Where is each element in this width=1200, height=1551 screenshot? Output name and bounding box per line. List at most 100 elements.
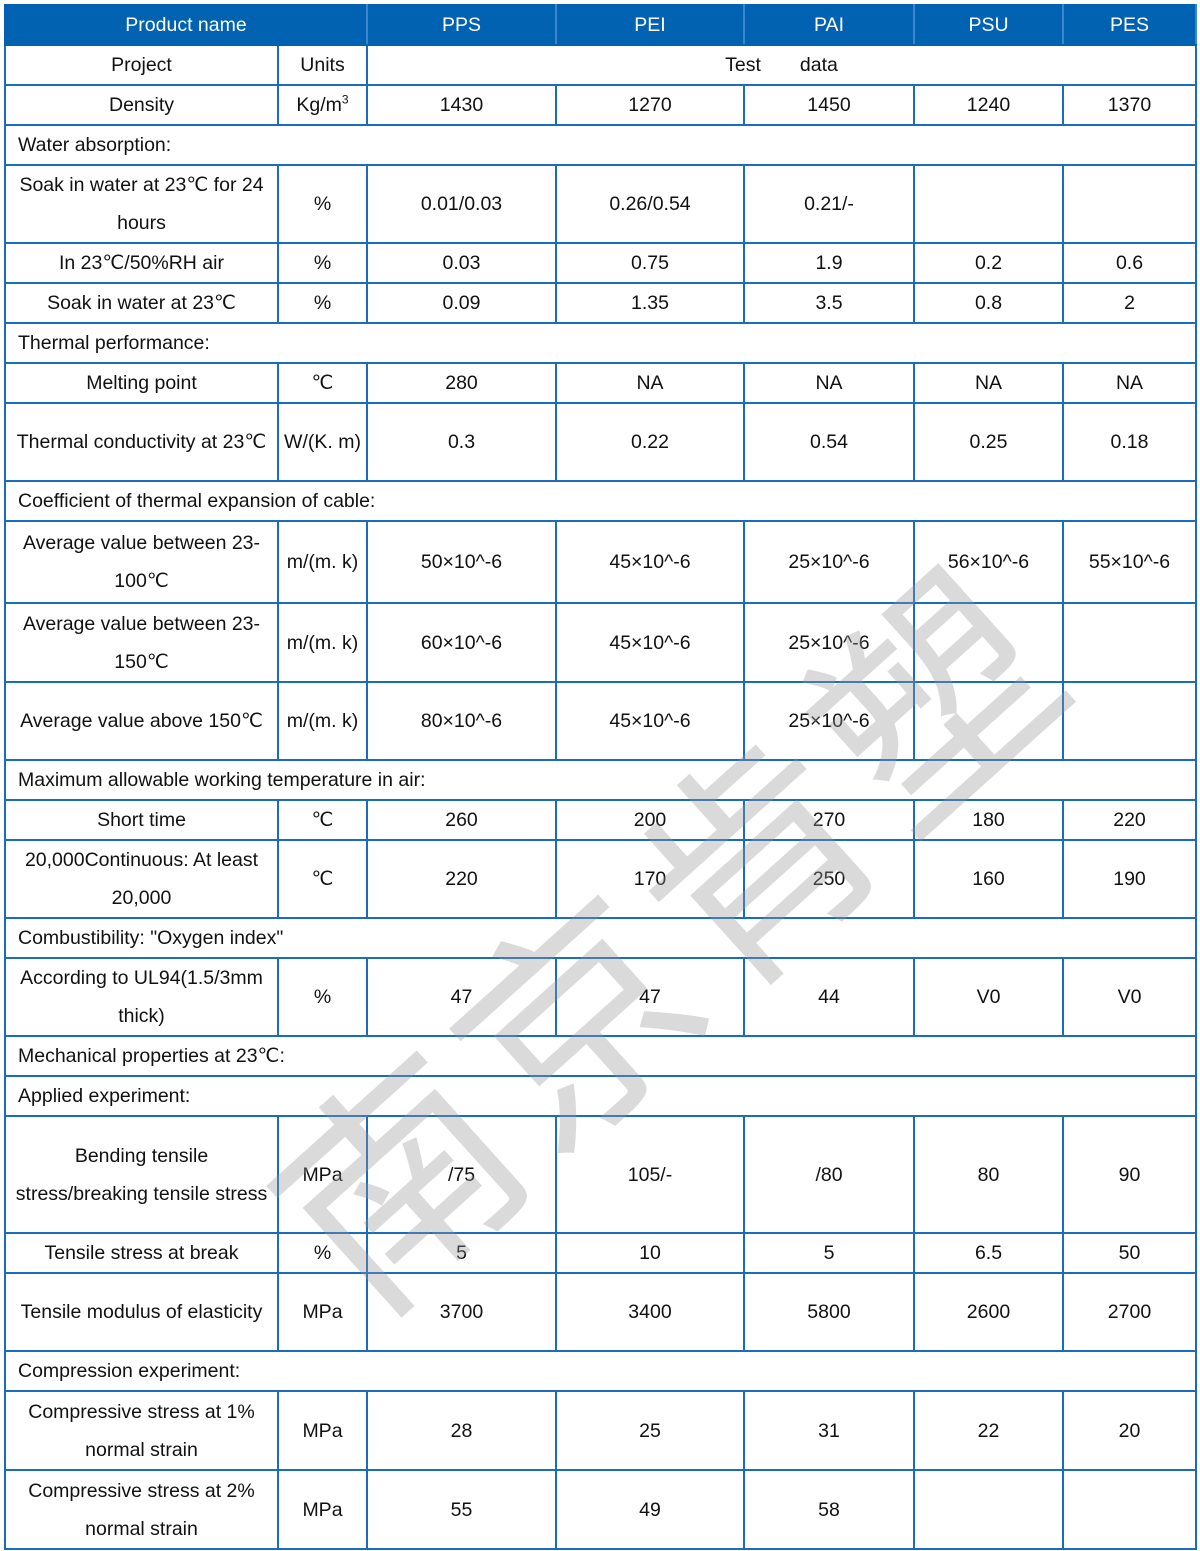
unit-cell: ℃ [277,799,368,841]
property-label: Project [4,44,279,86]
section-row: Thermal performance: [4,322,1197,364]
value-cell-pai: 270 [743,799,915,841]
value-cell-pps: /75 [366,1115,557,1234]
value-cell-pps: 260 [366,799,557,841]
property-label: Tensile stress at break [4,1232,279,1274]
table-row: Average value between 23-150℃ m/(m. k) 60×… [4,602,1197,683]
value-cell-pai: /80 [743,1115,915,1234]
unit-cell: % [277,1232,368,1274]
value-cell-psu: 0.2 [913,242,1064,284]
value-cell-pei: 200 [555,799,745,841]
value-cell-pai: 250 [743,839,915,919]
value-cell-pai: 31 [743,1390,915,1471]
unit-text: Kg/m [296,94,342,116]
table-row: In 23℃/50%RH air% 0.03 0.75 1.9 0.2 0.6 [4,242,1197,284]
value-cell-pei: 47 [555,957,745,1037]
header-product-name: Product name [4,4,368,46]
value-cell-pei: 170 [555,839,745,919]
value-cell-pps: 5 [366,1232,557,1274]
header-pps: PPS [366,4,557,46]
value-cell-pai: 25×10^-6 [743,681,915,761]
property-label: According to UL94(1.5/3mm thick) [4,957,279,1037]
test-data-label: Test data [366,44,1197,86]
property-label: Bending tensile stress/breaking tensile … [4,1115,279,1234]
section-row: Water absorption: [4,124,1197,166]
value-cell-pei: 49 [555,1469,745,1550]
value-cell-pei: 0.75 [555,242,745,284]
table-row: Soak in water at 23℃% 0.09 1.35 3.5 0.8 2 [4,282,1197,324]
unit-cell: % [277,282,368,324]
property-label: Average value between 23-100℃ [4,520,279,604]
value-cell-psu: 6.5 [913,1232,1064,1274]
value-cell-pei: 10 [555,1232,745,1274]
property-label: 20,000Continuous: At least 20,000 [4,839,279,919]
unit-cell: MPa [277,1115,368,1234]
property-label: Thermal conductivity at 23℃ [4,402,279,482]
section-label: Combustibility: "Oxygen index" [4,917,1197,959]
value-cell-psu: 56×10^-6 [913,520,1064,604]
value-cell-pei: 3400 [555,1272,745,1352]
table-row: 20,000Continuous: At least 20,000 ℃ 220 170… [4,839,1197,919]
value-cell-pes: 0.6 [1062,242,1197,284]
table-row: Melting point ℃ 280 NA NA NA NA [4,362,1197,404]
value-cell-pps: 28 [366,1390,557,1471]
section-row: Applied experiment: [4,1075,1197,1117]
value-cell-pps: 0.03 [366,242,557,284]
value-cell-pei: 45×10^-6 [555,602,745,683]
value-cell-pai: 58 [743,1469,915,1550]
value-cell-pai: 25×10^-6 [743,602,915,683]
unit-cell: m/(m. k) [277,520,368,604]
value-cell-psu: 2600 [913,1272,1064,1352]
value-cell-pai: NA [743,362,915,404]
value-cell-pai: 3.5 [743,282,915,324]
value-cell-pai: 0.54 [743,402,915,482]
value-cell-pps: 0.3 [366,402,557,482]
unit-cell: MPa [277,1469,368,1550]
value-cell-pes: 2700 [1062,1272,1197,1352]
unit-cell: W/(K. m) [277,402,368,482]
section-row: Combustibility: "Oxygen index" [4,917,1197,959]
value-cell-pps: 80×10^-6 [366,681,557,761]
value-cell-pai: 0.21/- [743,164,915,244]
value-cell-pes: V0 [1062,957,1197,1037]
property-label: In 23℃/50%RH air [4,242,279,284]
value-cell-pai: 1.9 [743,242,915,284]
value-cell-pai: 5800 [743,1272,915,1352]
value-cell-pes: 20 [1062,1390,1197,1471]
table-row: Tensile stress at break% 5 10 5 6.5 50 [4,1232,1197,1274]
value-cell-psu [913,1469,1064,1550]
unit-cell: ℃ [277,839,368,919]
header-pei: PEI [555,4,745,46]
unit-cell: m/(m. k) [277,602,368,683]
table-row: Short time ℃ 260 200 270 180 220 [4,799,1197,841]
unit-cell: MPa [277,1272,368,1352]
value-cell-pes: 0.18 [1062,402,1197,482]
value-cell-pes: 90 [1062,1115,1197,1234]
value-cell-pes [1062,681,1197,761]
property-label: Density [4,84,279,126]
table-row: Density Kg/m3 1430 1270 1450 1240 1370 [4,84,1197,126]
table-row: Tensile modulus of elasticity MPa 3700 3400… [4,1272,1197,1352]
section-label: Applied experiment: [4,1075,1197,1117]
value-cell-psu: 0.25 [913,402,1064,482]
value-cell-pai: 25×10^-6 [743,520,915,604]
unit-superscript: 3 [341,92,349,107]
table-row: Bending tensile stress/breaking tensile … [4,1115,1197,1234]
value-cell-pps: 60×10^-6 [366,602,557,683]
value-cell-psu: 80 [913,1115,1064,1234]
unit-cell: m/(m. k) [277,681,368,761]
value-cell-psu: 1240 [913,84,1064,126]
value-cell-pps: 220 [366,839,557,919]
section-row: Compression experiment: [4,1350,1197,1392]
value-cell-pes: 220 [1062,799,1197,841]
value-cell-psu [913,681,1064,761]
value-cell-pei: 1270 [555,84,745,126]
value-cell-psu: 180 [913,799,1064,841]
value-cell-pps: 0.09 [366,282,557,324]
section-label: Maximum allowable working temperature in… [4,759,1197,801]
table-row: Average value above 150℃ m/(m. k) 80×10^-6… [4,681,1197,761]
unit-cell: ℃ [277,362,368,404]
value-cell-pps: 280 [366,362,557,404]
value-cell-pps: 0.01/0.03 [366,164,557,244]
value-cell-pei: 105/- [555,1115,745,1234]
